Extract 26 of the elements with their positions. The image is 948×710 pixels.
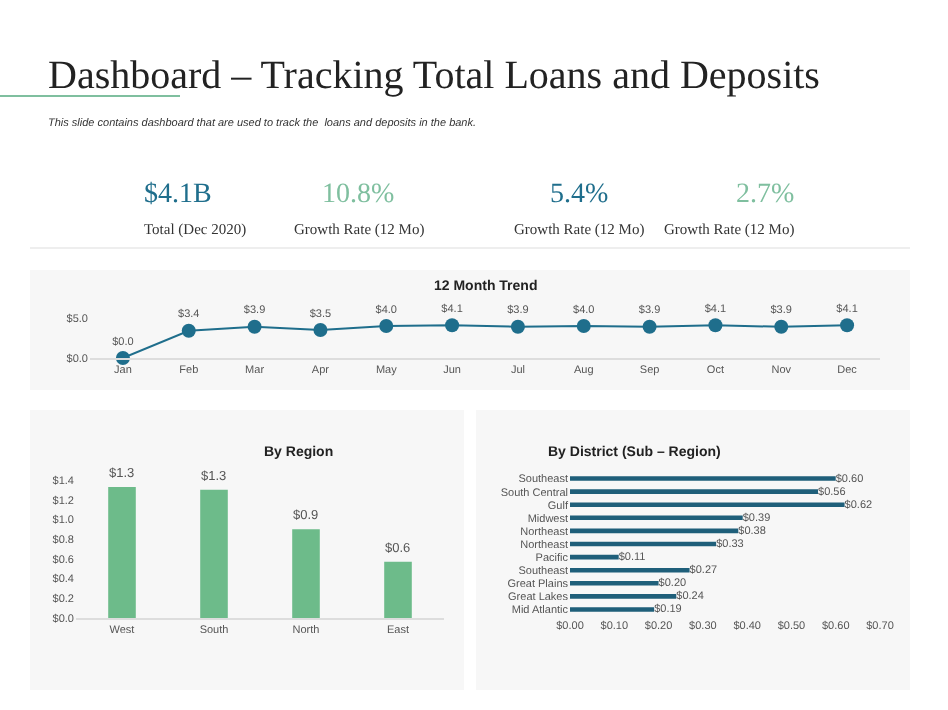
bar	[292, 529, 320, 618]
point	[642, 319, 657, 334]
text: 10.8%	[322, 180, 395, 210]
point	[576, 319, 591, 333]
bar	[570, 580, 659, 586]
bar	[570, 476, 836, 481]
point	[708, 318, 723, 333]
bar	[570, 489, 818, 494]
point	[181, 323, 196, 338]
bar	[570, 502, 845, 508]
point	[510, 319, 525, 334]
point	[840, 318, 855, 333]
point	[379, 319, 394, 333]
point	[247, 319, 262, 334]
point	[313, 323, 328, 337]
bar	[384, 561, 412, 618]
text: $4.1B	[144, 180, 212, 210]
text: 5.4%	[550, 180, 609, 210]
bar	[108, 486, 136, 618]
bar	[570, 607, 655, 612]
text: Dashboard – Tracking Total Loans and Deposits	[48, 54, 821, 98]
text: 2.7%	[736, 180, 795, 210]
point	[774, 319, 789, 334]
point	[445, 318, 460, 333]
bar	[200, 489, 228, 618]
bar	[570, 594, 677, 599]
